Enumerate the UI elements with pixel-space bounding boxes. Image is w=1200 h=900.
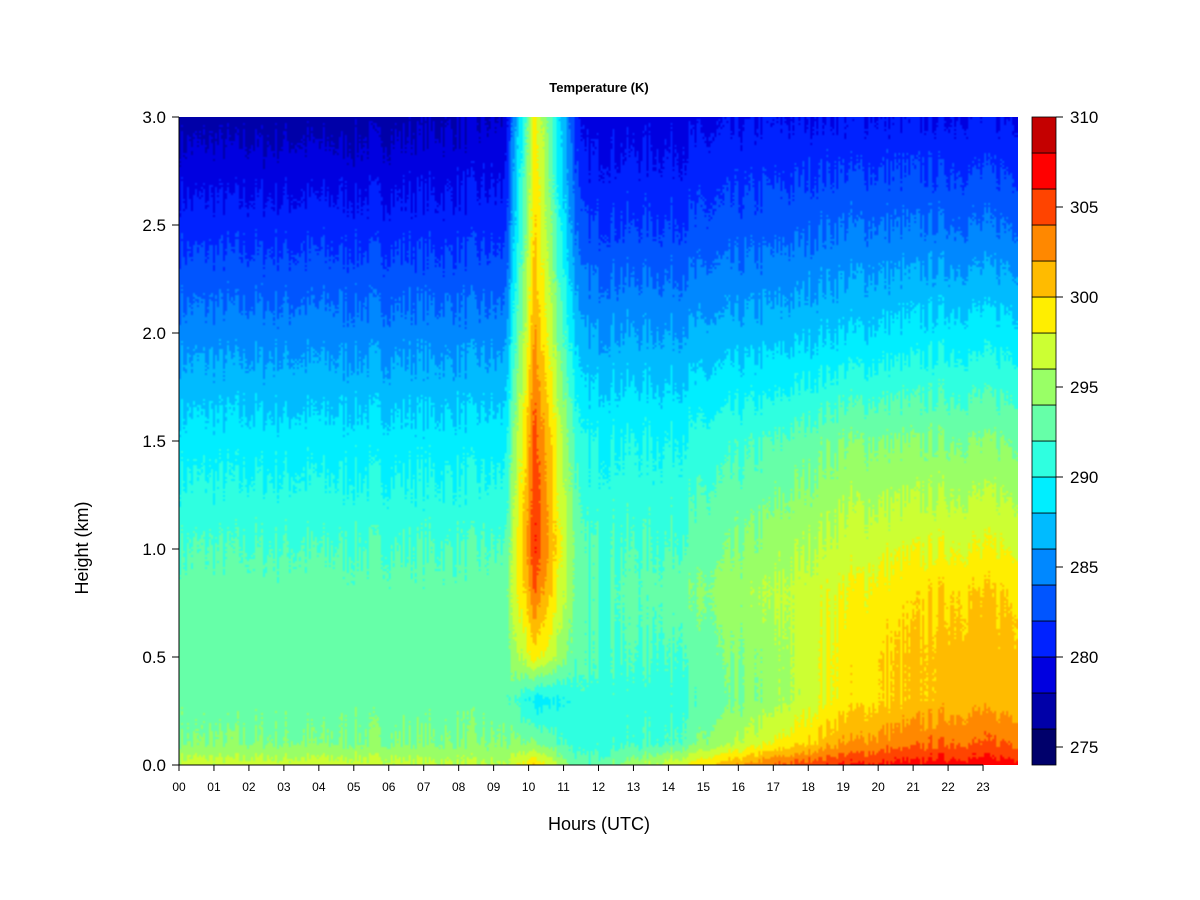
colorbar-swatch bbox=[1031, 188, 1057, 226]
colorbar-swatch bbox=[1031, 728, 1057, 766]
x-tick-label: 03 bbox=[277, 780, 291, 794]
colorbar-swatch bbox=[1031, 332, 1057, 370]
colorbar-swatch bbox=[1031, 260, 1057, 298]
x-tick-label: 14 bbox=[662, 780, 676, 794]
colorbar-tick-label: 275 bbox=[1070, 738, 1098, 757]
colorbar-swatch bbox=[1031, 296, 1057, 334]
y-tick-label: 1.0 bbox=[142, 540, 166, 559]
x-tick-label: 17 bbox=[767, 780, 781, 794]
x-tick-label: 13 bbox=[627, 780, 641, 794]
colorbar-swatch bbox=[1031, 116, 1057, 154]
colorbar-tick-label: 280 bbox=[1070, 648, 1098, 667]
x-tick-label: 23 bbox=[976, 780, 990, 794]
x-tick-label: 08 bbox=[452, 780, 466, 794]
x-axis-label: Hours (UTC) bbox=[548, 814, 650, 834]
colorbar-swatch bbox=[1031, 656, 1057, 694]
colorbar-tick-label: 295 bbox=[1070, 378, 1098, 397]
y-tick-label: 1.5 bbox=[142, 432, 166, 451]
x-tick-label: 01 bbox=[207, 780, 221, 794]
colorbar-tick-label: 305 bbox=[1070, 198, 1098, 217]
colorbar-swatch bbox=[1031, 512, 1057, 550]
x-tick-label: 09 bbox=[487, 780, 501, 794]
colorbar-tick-label: 310 bbox=[1070, 108, 1098, 127]
y-tick-label: 0.5 bbox=[142, 648, 166, 667]
y-axis: 0.0 0.5 1.0 1.5 2.0 2.5 3.0 bbox=[142, 108, 180, 775]
x-tick-label: 16 bbox=[732, 780, 746, 794]
x-tick-label: 04 bbox=[312, 780, 326, 794]
colorbar-swatch bbox=[1031, 224, 1057, 262]
x-axis: 00 01 02 03 04 05 06 07 08 09 10 11 12 13 14 15 16 17 18 19… bbox=[172, 764, 990, 794]
plot-area bbox=[179, 117, 1018, 765]
y-tick-label: 3.0 bbox=[142, 108, 166, 127]
x-tick-label: 05 bbox=[347, 780, 361, 794]
x-tick-label: 07 bbox=[417, 780, 431, 794]
y-axis-label: Height (km) bbox=[72, 501, 92, 594]
y-tick-label: 0.0 bbox=[142, 756, 166, 775]
x-tick-label: 12 bbox=[592, 780, 606, 794]
y-tick-label: 2.5 bbox=[142, 216, 166, 235]
colorbar-tick-label: 290 bbox=[1070, 468, 1098, 487]
x-tick-label: 10 bbox=[522, 780, 536, 794]
x-tick-label: 02 bbox=[242, 780, 256, 794]
chart-title: Temperature (K) bbox=[549, 80, 648, 95]
colorbar-swatch bbox=[1031, 584, 1057, 622]
heatmap-field bbox=[179, 117, 1018, 765]
x-tick-label: 19 bbox=[837, 780, 851, 794]
colorbar-tick-label: 300 bbox=[1070, 288, 1098, 307]
x-tick-label: 11 bbox=[557, 780, 570, 794]
x-tick-label: 00 bbox=[172, 780, 186, 794]
colorbar-swatch bbox=[1031, 368, 1057, 406]
colorbar-swatch bbox=[1031, 692, 1057, 730]
colorbar-swatch bbox=[1031, 404, 1057, 442]
colorbar-tick-label: 285 bbox=[1070, 558, 1098, 577]
x-tick-label: 18 bbox=[802, 780, 816, 794]
colorbar-swatch bbox=[1031, 620, 1057, 658]
colorbar-swatch bbox=[1031, 548, 1057, 586]
colorbar-swatch bbox=[1031, 476, 1057, 514]
colorbar: 275 280 285 290 295 300 305 310 bbox=[1031, 108, 1098, 766]
x-tick-label: 22 bbox=[941, 780, 955, 794]
y-tick-label: 2.0 bbox=[142, 324, 166, 343]
x-tick-label: 20 bbox=[871, 780, 885, 794]
colorbar-swatch bbox=[1031, 152, 1057, 190]
colorbar-swatch bbox=[1031, 440, 1057, 478]
x-tick-label: 21 bbox=[906, 780, 920, 794]
x-tick-label: 15 bbox=[697, 780, 711, 794]
x-tick-label: 06 bbox=[382, 780, 396, 794]
